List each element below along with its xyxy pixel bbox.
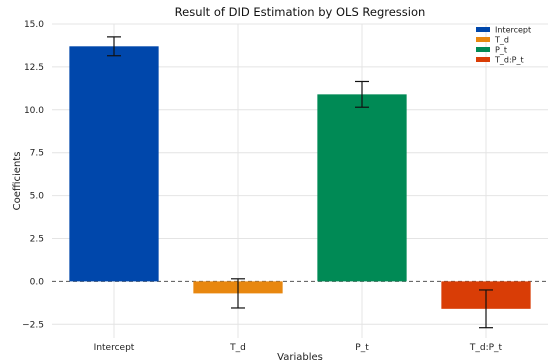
bars-group [69,46,531,309]
y-tick-label-5: 10.0 [24,106,44,116]
legend-swatch-0 [476,27,490,32]
x-tick-label-2: P_t [355,343,369,353]
legend-swatch-1 [476,37,490,42]
x-tick-label-1: T_d [229,343,246,353]
x-axis-ticks: Intercept T_d P_t T_d:P_t [94,343,503,353]
y-tick-label-7: 15.0 [24,20,44,30]
y-tick-label-6: 12.5 [24,63,44,73]
legend-label-0: Intercept [495,26,531,35]
y-tick-label-0: −2.5 [22,320,44,330]
x-tick-label-0: Intercept [94,343,135,353]
y-tick-label-3: 5.0 [30,192,45,202]
x-axis-label: Variables [277,352,323,363]
y-tick-label-1: 0.0 [30,277,45,287]
x-tick-label-3: T_d:P_t [469,343,503,353]
legend-swatch-2 [476,47,490,52]
error-bars-group [107,36,493,329]
legend-label-1: T_d [494,36,509,45]
y-tick-label-2: 2.5 [30,234,44,244]
y-tick-label-4: 7.5 [30,149,44,159]
chart-title: Result of DID Estimation by OLS Regressi… [175,5,426,19]
bar-2 [317,94,407,282]
legend-label-2: P_t [495,46,507,55]
legend-swatch-3 [476,57,490,62]
bar-0 [69,46,159,282]
legend-label-3: T_d:P_t [494,56,524,65]
y-axis-ticks: −2.5 0.0 2.5 5.0 7.5 10.0 12.5 15.0 [22,20,44,330]
y-axis-label: Coefficients [12,152,23,211]
